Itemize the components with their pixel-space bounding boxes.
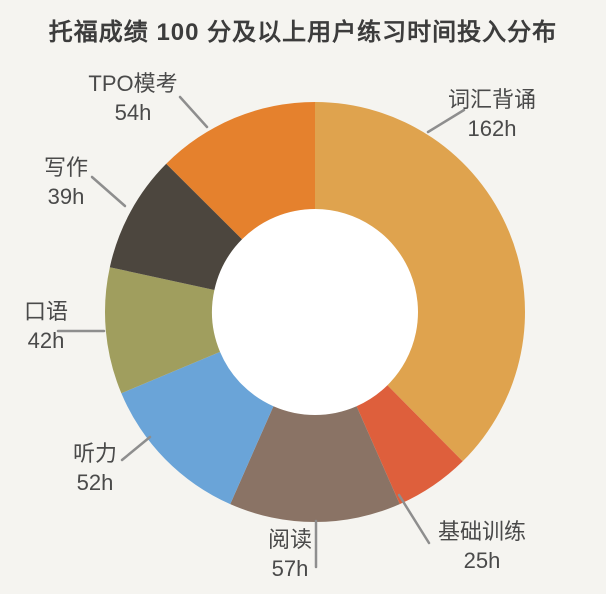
slice-value: 25h xyxy=(463,548,501,573)
leader-line-basic-training xyxy=(397,493,431,545)
leader-line-writing xyxy=(90,175,127,208)
slice-callout-tpo-mock: TPO模考 54h xyxy=(68,69,198,127)
donut-slice xyxy=(105,267,221,394)
donut-slice xyxy=(109,163,243,291)
slice-label: 阅读 xyxy=(267,527,312,552)
chart-title: 托福成绩 100 分及以上用户练习时间投入分布 xyxy=(48,19,558,46)
slice-value: 54h xyxy=(114,100,152,125)
donut-slice xyxy=(121,351,274,505)
slice-callout-writing: 写作 39h xyxy=(21,153,111,211)
slice-callout-listening: 听力 52h xyxy=(50,439,140,497)
leader-line-listening xyxy=(120,435,152,462)
slice-label: 词汇背诵 xyxy=(447,87,536,112)
slice-label: 口语 xyxy=(23,299,68,324)
leader-lines xyxy=(56,95,466,569)
slice-value: 52h xyxy=(76,470,114,495)
donut-slice xyxy=(230,406,400,522)
slice-callout-vocab: 词汇背诵 162h xyxy=(427,85,557,143)
leader-line-vocab xyxy=(426,108,466,134)
slice-value: 42h xyxy=(27,328,65,353)
slice-value: 162h xyxy=(467,116,517,141)
slice-label: 听力 xyxy=(72,441,117,466)
leader-line-tpo-mock xyxy=(178,95,209,129)
donut-slice xyxy=(315,102,525,462)
slice-value: 57h xyxy=(271,556,309,581)
donut-slice xyxy=(166,102,315,240)
donut-slice xyxy=(356,385,463,505)
slice-label: 写作 xyxy=(43,155,88,180)
slice-callout-basic-training: 基础训练 25h xyxy=(417,517,547,575)
slice-value: 39h xyxy=(47,184,85,209)
slice-callout-speaking: 口语 42h xyxy=(2,297,90,355)
donut-hole xyxy=(212,209,418,415)
slice-label: TPO模考 xyxy=(88,71,178,96)
slice-callout-reading: 阅读 57h xyxy=(245,525,335,583)
slice-label: 基础训练 xyxy=(437,519,526,544)
donut-slices xyxy=(105,102,525,522)
